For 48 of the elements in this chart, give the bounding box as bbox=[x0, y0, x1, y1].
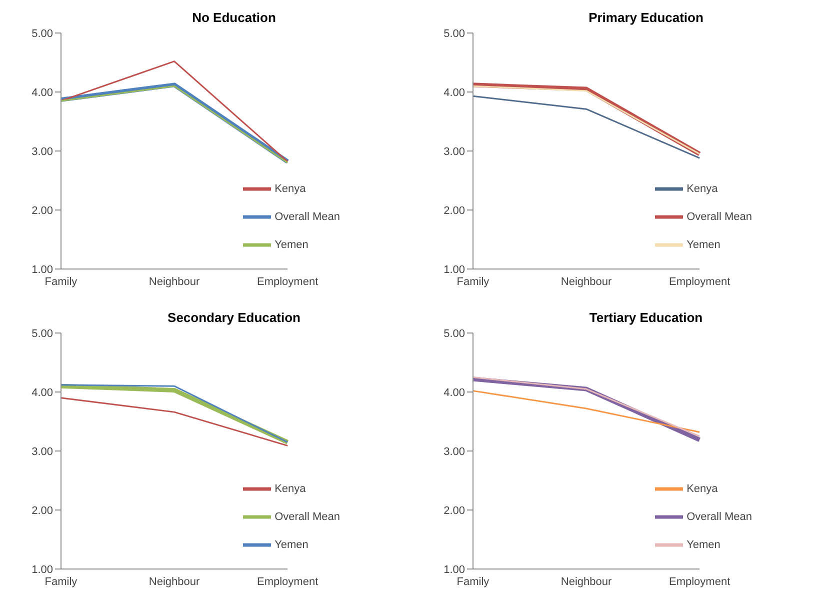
legend-label: Overall Mean bbox=[686, 510, 752, 523]
y-tick-label: 3.00 bbox=[32, 146, 53, 158]
legend-label: Yemen bbox=[686, 538, 720, 551]
legend-label: Kenya bbox=[274, 482, 306, 495]
y-tick-label: 5.00 bbox=[444, 28, 465, 40]
legend-label: Kenya bbox=[274, 182, 306, 195]
y-tick-label: 3.00 bbox=[444, 146, 465, 158]
chart-title: Tertiary Education bbox=[588, 309, 704, 327]
y-tick-label: 1.00 bbox=[444, 564, 465, 576]
y-tick-label: 3.00 bbox=[444, 446, 465, 458]
legend-label: Yemen bbox=[274, 238, 308, 251]
legend-label: Kenya bbox=[686, 482, 718, 495]
y-tick-label: 4.00 bbox=[444, 86, 465, 99]
y-tick-label: 3.00 bbox=[32, 446, 53, 458]
y-tick-label: 4.00 bbox=[32, 86, 53, 99]
y-tick-label: 2.00 bbox=[32, 504, 53, 517]
chart-title: No Education bbox=[191, 9, 277, 27]
y-tick-label: 2.00 bbox=[444, 504, 465, 517]
y-tick-label: 4.00 bbox=[444, 386, 465, 399]
x-tick-label: Employment bbox=[257, 576, 318, 588]
chart-title: Primary Education bbox=[588, 9, 704, 27]
legend-label: Kenya bbox=[686, 182, 718, 195]
x-tick-label: Neighbour bbox=[560, 576, 612, 588]
x-tick-label: Neighbour bbox=[148, 576, 200, 588]
y-tick-label: 1.00 bbox=[444, 264, 465, 276]
legend-label: Overall Mean bbox=[274, 510, 340, 523]
y-tick-label: 5.00 bbox=[32, 328, 53, 340]
x-tick-label: Family bbox=[456, 576, 490, 588]
y-tick-label: 1.00 bbox=[32, 564, 53, 576]
x-tick-label: Neighbour bbox=[560, 276, 612, 288]
legend-label: Overall Mean bbox=[686, 210, 752, 223]
y-tick-label: 1.00 bbox=[32, 264, 53, 276]
x-tick-label: Employment bbox=[257, 276, 318, 288]
x-tick-label: Family bbox=[44, 276, 78, 288]
x-tick-label: Neighbour bbox=[148, 276, 200, 288]
y-tick-label: 5.00 bbox=[444, 328, 465, 340]
legend-label: Overall Mean bbox=[274, 210, 340, 223]
y-tick-label: 2.00 bbox=[32, 204, 53, 217]
legend-label: Yemen bbox=[686, 238, 720, 251]
x-tick-label: Employment bbox=[669, 276, 730, 288]
chart-title: Secondary Education bbox=[166, 309, 302, 327]
y-tick-label: 5.00 bbox=[32, 28, 53, 40]
y-tick-label: 2.00 bbox=[444, 204, 465, 217]
x-tick-label: Family bbox=[456, 276, 490, 288]
x-tick-label: Family bbox=[44, 576, 78, 588]
y-tick-label: 4.00 bbox=[32, 386, 53, 399]
legend-label: Yemen bbox=[274, 538, 308, 551]
x-tick-label: Employment bbox=[669, 576, 730, 588]
